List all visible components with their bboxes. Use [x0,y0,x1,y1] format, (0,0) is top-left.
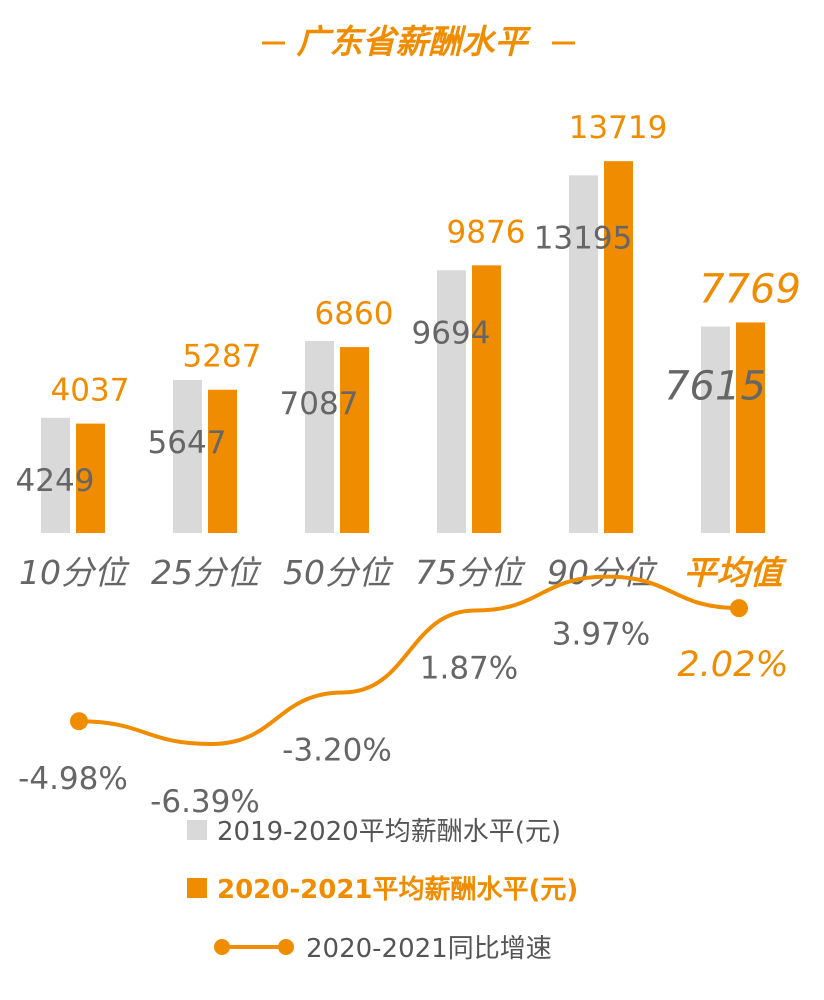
legend-swatch-curr [187,878,207,898]
legend-swatch-prev [187,820,207,840]
bar-label-prev: 5647 [148,425,227,461]
growth-marker [730,599,748,618]
growth-label: -4.98% [18,761,128,797]
bar-prev [437,270,466,533]
chart-title: 广东省薪酬水平 [297,22,532,61]
bar-label-curr: 7769 [699,266,801,312]
growth-marker [70,712,88,731]
bar-curr [76,423,105,533]
growth-label: -3.20% [282,732,392,768]
category-label: 75分位 [415,553,526,592]
bar-label-curr: 9876 [447,214,526,250]
bar-curr [736,322,765,533]
bar-curr [472,265,501,533]
bar-prev [569,175,598,533]
category-label: 90分位 [547,553,658,592]
bar-prev [41,417,70,533]
chart-title-group: 广东省薪酬水平 [262,22,575,61]
legend: 2019-2020平均薪酬水平(元) 2020-2021平均薪酬水平(元) 20… [187,817,578,964]
category-label: 25分位 [151,553,262,592]
bars-layer [41,161,765,533]
growth-line-layer: -4.98% -6.39% -3.20% 1.87% 3.97% 2.02% [18,574,789,820]
growth-label: 3.97% [552,617,650,653]
legend-label-growth: 2020-2021同比增速 [306,934,552,964]
category-label: 50分位 [283,553,394,592]
bar-label-prev: 4249 [16,463,95,499]
bar-label-curr: 13719 [569,110,668,146]
legend-marker-left [214,939,230,955]
bar-curr [604,161,633,533]
legend-label-prev: 2019-2020平均薪酬水平(元) [217,817,561,847]
bar-curr [208,389,237,533]
category-labels-layer: 10分位 25分位 50分位 75分位 90分位 平均值 [19,553,788,592]
bar-prev [305,340,334,533]
bar-label-prev: 13195 [534,220,633,256]
category-label: 平均值 [684,553,788,592]
bar-label-curr: 5287 [183,339,262,375]
growth-label: 2.02% [677,645,788,685]
growth-label: -6.39% [150,784,260,820]
bar-label-prev: 7087 [280,386,359,422]
growth-label: 1.87% [420,651,518,687]
bar-label-prev: 7615 [664,364,766,410]
category-label: 10分位 [19,553,130,592]
bar-prev [701,326,730,533]
bar-label-curr: 6860 [315,296,394,332]
bar-prev [173,379,202,533]
bar-curr [340,347,369,533]
bar-label-curr: 4037 [51,373,130,409]
bar-labels-layer: 4249 4037 5647 5287 7087 6860 9694 9876 13195 137… [16,110,801,499]
bar-label-prev: 9694 [412,315,491,351]
legend-label-curr: 2020-2021平均薪酬水平(元) [217,875,578,905]
growth-line [78,574,740,746]
legend-marker-right [278,939,294,955]
